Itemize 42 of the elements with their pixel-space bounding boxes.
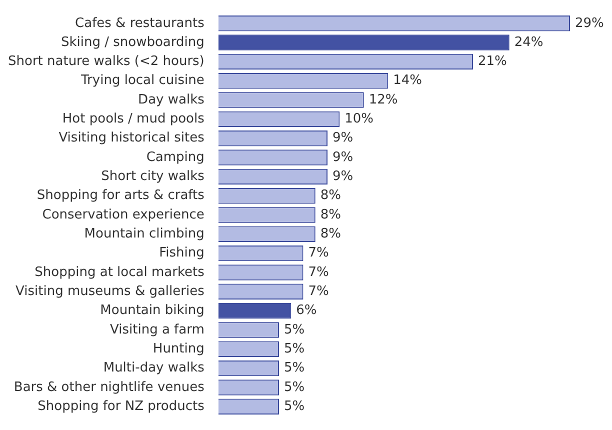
data-label: 8%: [320, 226, 342, 242]
y-tick-label: Shopping at local markets: [34, 264, 205, 280]
y-tick-label: Shopping for arts & crafts: [36, 188, 205, 204]
y-tick-label: Skiing / snowboarding: [60, 34, 204, 50]
data-label: 5%: [284, 342, 305, 357]
y-tick-label: Cafes & restaurants: [75, 16, 205, 31]
y-tick-label: Short nature walks (<2 hours): [8, 54, 204, 70]
data-label: 9%: [332, 150, 354, 165]
data-label: 14%: [393, 73, 422, 88]
y-tick-label: Visiting museums & galleries: [16, 284, 205, 300]
y-tick-label: Conservation experience: [42, 207, 204, 222]
data-label: 6%: [296, 303, 317, 318]
data-label: 7%: [308, 284, 329, 300]
data-label: 12%: [368, 92, 398, 108]
data-label: 9%: [332, 130, 354, 146]
y-tick-label: Shopping for NZ products: [38, 398, 205, 414]
y-tick-label: Day walks: [138, 92, 205, 108]
data-label: 5%: [284, 360, 305, 376]
data-label: 10%: [344, 112, 374, 127]
data-label: 21%: [478, 54, 507, 70]
y-tick-label: Visiting historical sites: [58, 130, 205, 146]
y-tick-label: Hunting: [152, 342, 204, 357]
data-label: 5%: [284, 322, 305, 338]
data-label: 7%: [308, 264, 329, 280]
data-label: 9%: [332, 169, 354, 184]
y-tick-label: Mountain climbing: [84, 226, 204, 242]
data-label: 7%: [308, 246, 329, 261]
data-label: 5%: [284, 398, 305, 414]
data-label: 29%: [575, 16, 604, 31]
y-tick-label: Multi-day walks: [103, 360, 205, 376]
y-tick-label: Hot pools / mud pools: [62, 112, 205, 127]
data-label: 8%: [320, 207, 342, 222]
y-tick-label: Trying local cuisine: [80, 73, 204, 88]
data-label: 24%: [514, 34, 544, 50]
y-tick-label: Visiting a farm: [110, 322, 204, 338]
y-tick-label: Short city walks: [101, 169, 205, 184]
data-label: 5%: [284, 380, 305, 395]
y-tick-label: Camping: [146, 150, 204, 165]
y-tick-label: Fishing: [159, 246, 204, 261]
data-label: 8%: [320, 188, 342, 204]
y-tick-label: Mountain biking: [100, 303, 204, 318]
y-tick-label: Bars & other nightlife venues: [14, 380, 205, 395]
